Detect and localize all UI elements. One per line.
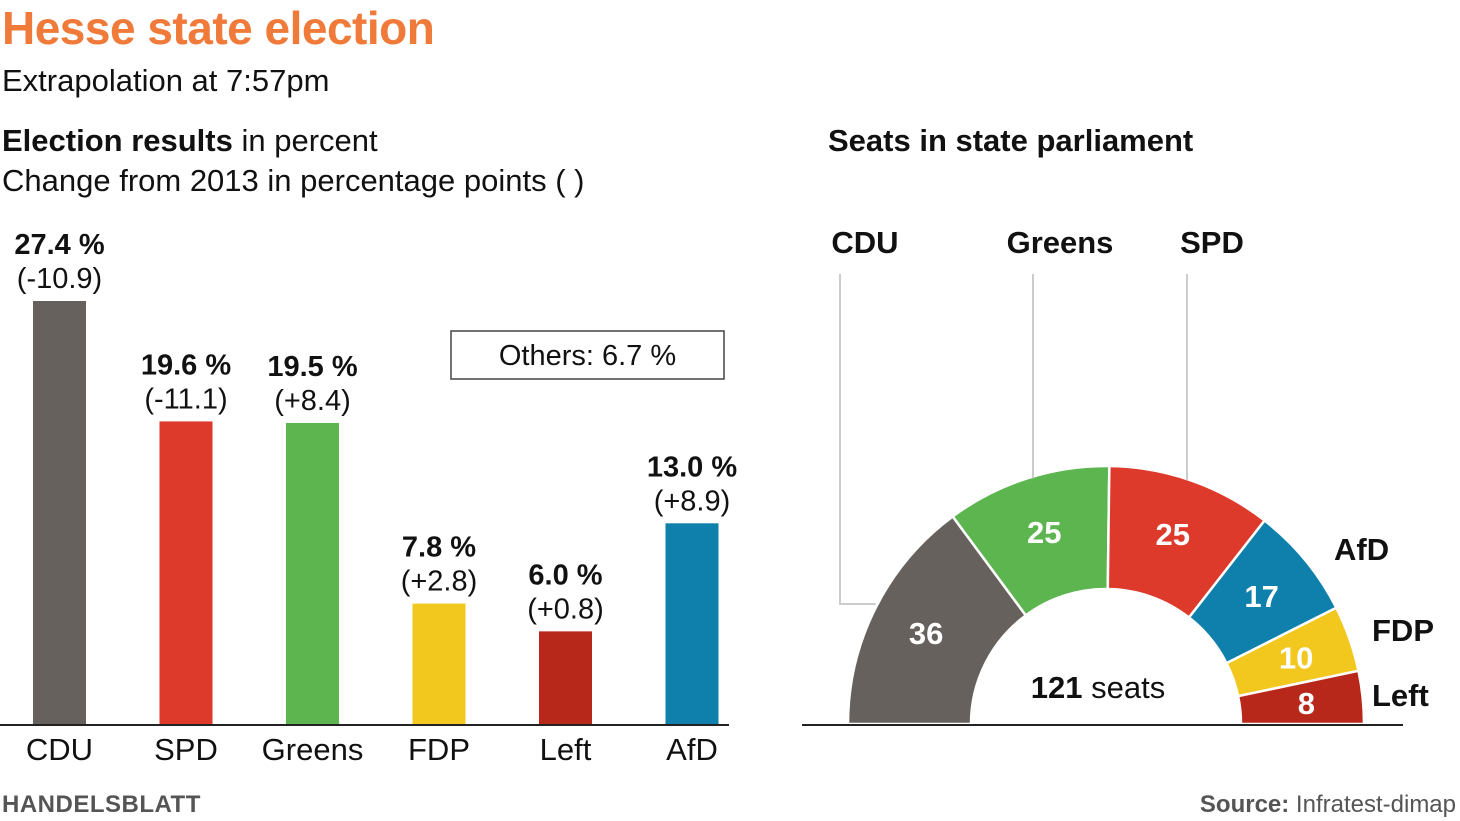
- bar-value-label: 7.8 %: [402, 532, 476, 564]
- seat-count-label: 10: [1279, 640, 1313, 675]
- bar-value-label: 19.5 %: [267, 351, 357, 383]
- leader-line: [839, 274, 876, 605]
- seat-slice-cdu: [846, 514, 1028, 726]
- bar-cdu: [33, 301, 86, 724]
- results-heading-rest: in percent: [232, 123, 378, 158]
- seat-count-label: 36: [909, 616, 943, 651]
- results-heading-bold: Election results: [2, 123, 233, 158]
- seats-heading: Seats in state parliament: [828, 123, 1194, 158]
- bar-value-label: 27.4 %: [14, 229, 104, 261]
- seat-party-label: Left: [1372, 678, 1429, 713]
- bar-change-label: (+2.8): [401, 566, 478, 598]
- seat-count-label: 25: [1027, 515, 1061, 550]
- bar-value-label: 6.0 %: [528, 559, 602, 591]
- source-note: Source: Infratest-dimap: [1200, 791, 1456, 819]
- source-label: Source:: [1199, 791, 1290, 818]
- source-name: Infratest-dimap: [1289, 791, 1456, 818]
- others-label: Others: 6.7 %: [499, 340, 676, 372]
- seat-party-label: FDP: [1372, 613, 1434, 648]
- x-tick-label: Left: [540, 732, 592, 767]
- bar-change-label: (+8.4): [274, 385, 351, 417]
- publisher-logo: HANDELSBLATT: [2, 791, 201, 818]
- x-tick-label: FDP: [408, 732, 470, 767]
- seat-count-label: 17: [1244, 579, 1278, 614]
- bar-change-label: (-10.9): [17, 263, 102, 295]
- others-box: [450, 330, 725, 380]
- change-note: Change from 2013 in percentage points ( …: [2, 163, 585, 198]
- bar-change-label: (+8.9): [654, 485, 731, 517]
- results-heading: Election results in percent: [2, 122, 378, 160]
- bar-left: [539, 631, 592, 724]
- seat-party-label: SPD: [1180, 225, 1244, 260]
- bar-value-label: 19.6 %: [141, 349, 231, 381]
- bar-spd: [159, 421, 213, 724]
- bar-value-label: 13.0 %: [647, 451, 737, 483]
- x-tick-label: SPD: [154, 732, 218, 767]
- bar-change-label: (-11.1): [144, 383, 227, 415]
- x-tick-label: CDU: [26, 732, 93, 767]
- bar-change-label: (+0.8): [527, 593, 604, 625]
- seat-party-label: Greens: [1007, 225, 1114, 260]
- seat-party-label: CDU: [831, 225, 898, 260]
- chart-subtitle: Extrapolation at 7:57pm: [2, 63, 330, 98]
- bar-fdp: [412, 603, 466, 724]
- x-tick-label: Greens: [262, 732, 364, 767]
- total-seats-label: 121 seats: [1031, 670, 1165, 705]
- seat-count-label: 8: [1298, 686, 1315, 721]
- seat-count-label: 25: [1155, 517, 1189, 552]
- bar-greens: [286, 422, 339, 724]
- seat-party-label: AfD: [1334, 532, 1389, 567]
- chart-title: Hesse state election: [2, 2, 435, 54]
- x-tick-label: AfD: [666, 732, 718, 767]
- bar-afd: [665, 523, 719, 724]
